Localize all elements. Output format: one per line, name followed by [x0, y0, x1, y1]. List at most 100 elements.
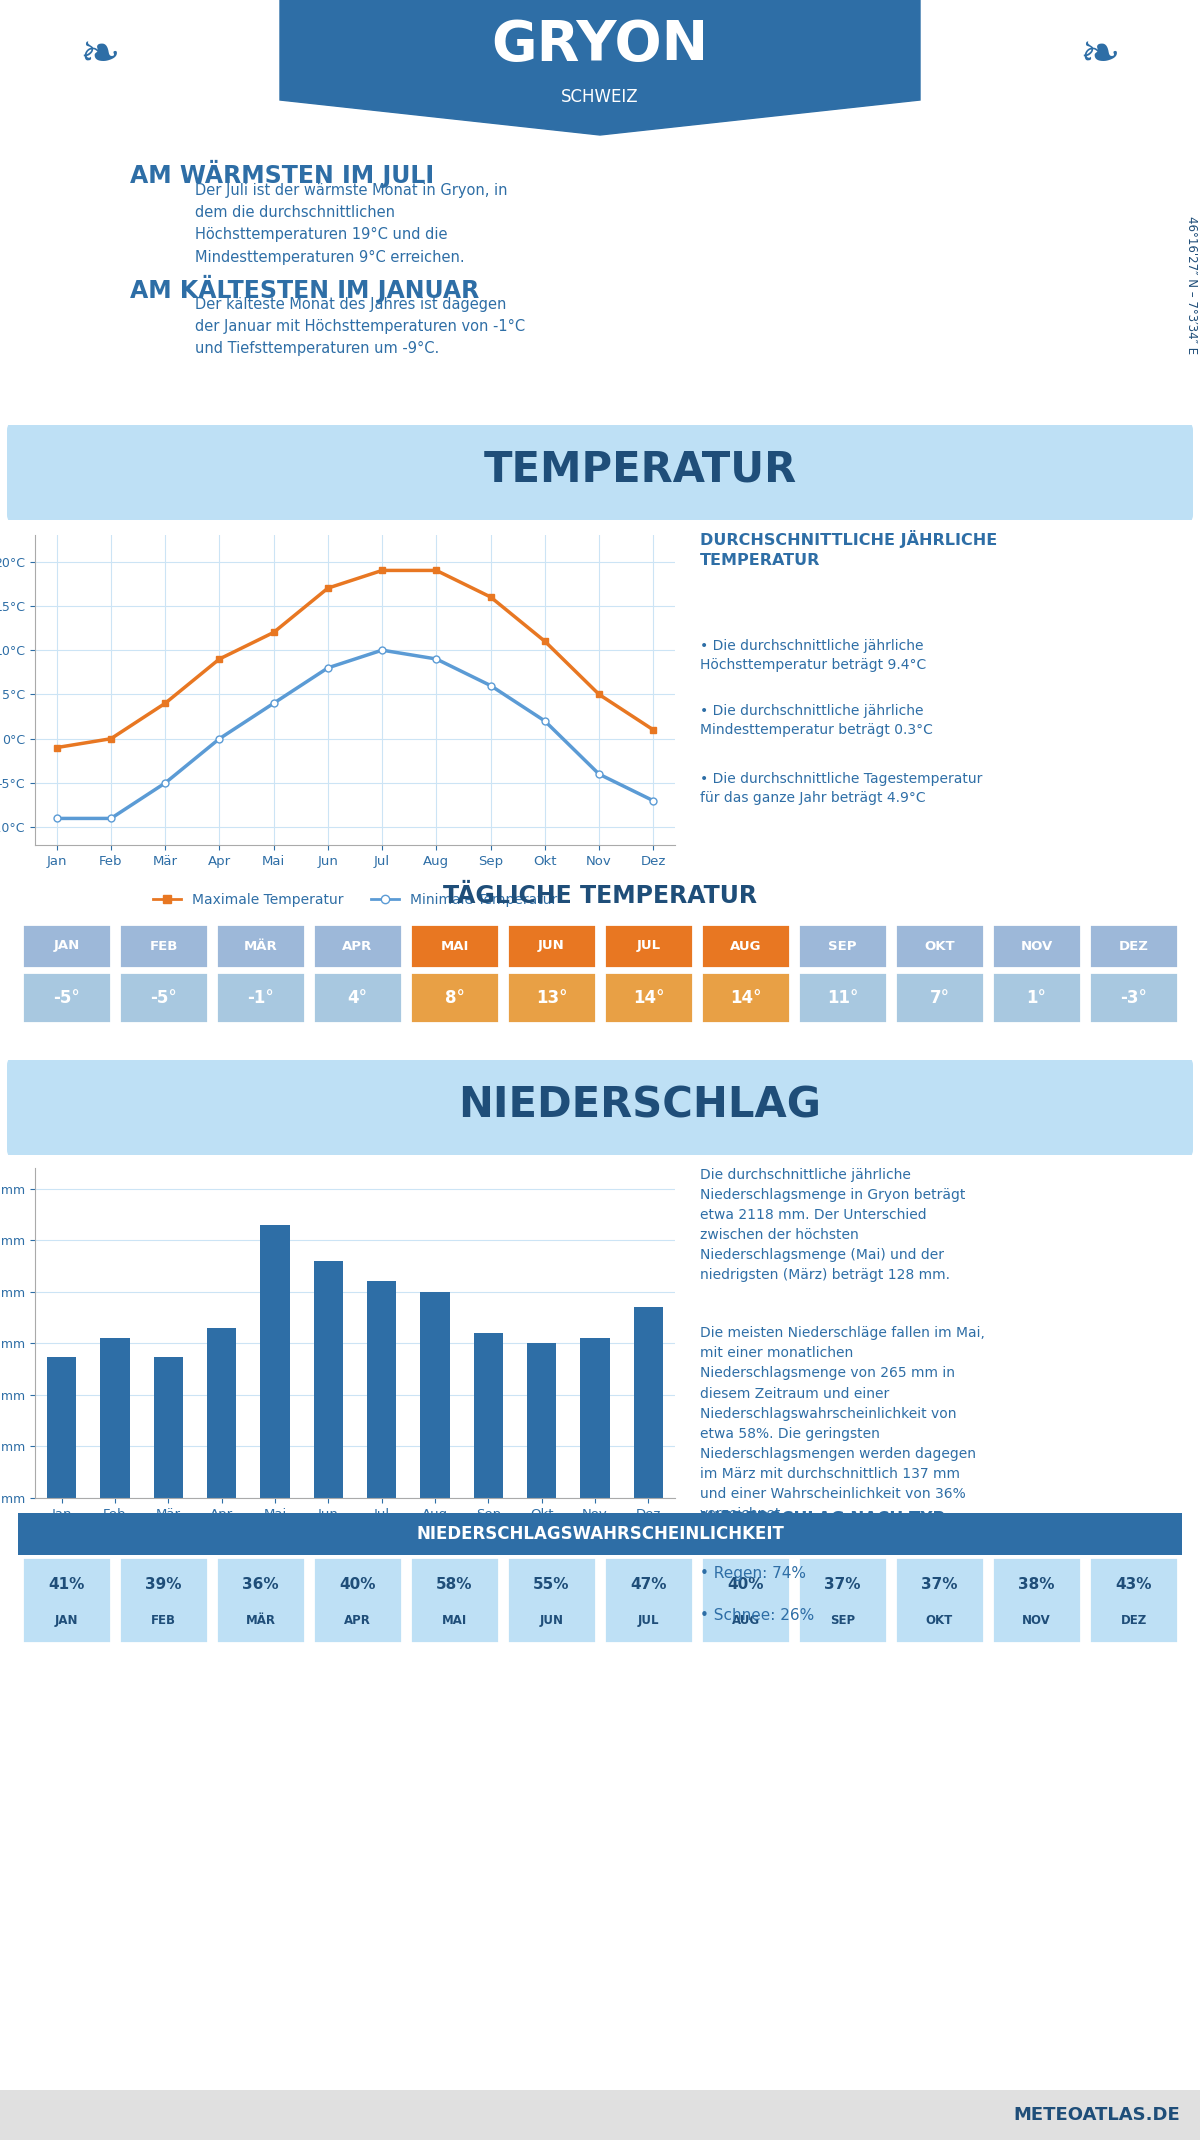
Text: APR: APR — [344, 1614, 371, 1626]
FancyBboxPatch shape — [506, 924, 596, 967]
Text: JUL: JUL — [637, 1614, 659, 1626]
Bar — [313, 1260, 343, 1498]
FancyBboxPatch shape — [216, 1556, 305, 1644]
Text: Der kälteste Monat des Jahres ist dagegen
der Januar mit Höchsttemperaturen von : Der kälteste Monat des Jahres ist dagege… — [194, 297, 526, 357]
Bar — [420, 1293, 450, 1498]
FancyBboxPatch shape — [506, 1556, 596, 1644]
FancyBboxPatch shape — [604, 924, 694, 967]
FancyBboxPatch shape — [216, 972, 305, 1023]
Text: METEOATLAS.DE: METEOATLAS.DE — [1013, 2106, 1180, 2125]
Text: 14°: 14° — [632, 989, 665, 1006]
Text: 7°: 7° — [930, 989, 949, 1006]
Text: NOV: NOV — [1022, 1614, 1051, 1626]
FancyBboxPatch shape — [506, 972, 596, 1023]
Bar — [101, 1338, 130, 1498]
Legend: Niederschlagssumme: Niederschlagssumme — [256, 1526, 455, 1552]
FancyBboxPatch shape — [410, 924, 499, 967]
Bar — [154, 1357, 182, 1498]
Legend: Maximale Temperatur, Minimale Temperatur: Maximale Temperatur, Minimale Temperatur — [148, 888, 563, 912]
Text: AUG: AUG — [732, 1614, 760, 1626]
Text: -5°: -5° — [53, 989, 80, 1006]
Bar — [260, 1224, 289, 1498]
Text: 39%: 39% — [145, 1577, 181, 1592]
Text: -1°: -1° — [247, 989, 274, 1006]
Bar — [474, 1333, 503, 1498]
Bar — [206, 1327, 236, 1498]
Text: 55%: 55% — [533, 1577, 570, 1592]
Text: Der Juli ist der wärmste Monat in Gryon, in
dem die durchschnittlichen
Höchsttem: Der Juli ist der wärmste Monat in Gryon,… — [194, 184, 508, 265]
FancyBboxPatch shape — [1088, 924, 1178, 967]
Text: • Die durchschnittliche jährliche
Mindesttemperatur beträgt 0.3°C: • Die durchschnittliche jährliche Mindes… — [700, 704, 932, 736]
FancyBboxPatch shape — [410, 972, 499, 1023]
FancyBboxPatch shape — [7, 1057, 1193, 1158]
Text: 40%: 40% — [340, 1577, 376, 1592]
FancyBboxPatch shape — [604, 1556, 694, 1644]
Text: JAN: JAN — [55, 1614, 78, 1626]
FancyBboxPatch shape — [1088, 1556, 1178, 1644]
Text: • Schnee: 26%: • Schnee: 26% — [700, 1607, 815, 1622]
FancyBboxPatch shape — [119, 1556, 208, 1644]
Text: OKT: OKT — [926, 1614, 953, 1626]
FancyBboxPatch shape — [7, 422, 1193, 522]
FancyBboxPatch shape — [22, 1556, 112, 1644]
Text: 1°: 1° — [1026, 989, 1046, 1006]
Text: 36%: 36% — [242, 1577, 278, 1592]
FancyBboxPatch shape — [798, 972, 887, 1023]
Text: Die meisten Niederschläge fallen im Mai,
mit einer monatlichen
Niederschlagsmeng: Die meisten Niederschläge fallen im Mai,… — [700, 1327, 985, 1522]
Text: GRYON: GRYON — [492, 17, 708, 73]
Text: -5°: -5° — [150, 989, 176, 1006]
FancyBboxPatch shape — [410, 1556, 499, 1644]
Text: AM KÄLTESTEN IM JANUAR: AM KÄLTESTEN IM JANUAR — [130, 276, 479, 304]
FancyBboxPatch shape — [895, 924, 984, 967]
Text: DEZ: DEZ — [1118, 939, 1148, 952]
Text: • Die durchschnittliche jährliche
Höchsttemperatur beträgt 9.4°C: • Die durchschnittliche jährliche Höchst… — [700, 638, 926, 672]
Text: 43%: 43% — [1115, 1577, 1152, 1592]
Polygon shape — [280, 0, 920, 135]
Text: 8°: 8° — [444, 989, 464, 1006]
Text: 46°16'27″ N – 7°3′34″ E: 46°16'27″ N – 7°3′34″ E — [1186, 216, 1198, 353]
FancyBboxPatch shape — [18, 1513, 1182, 1556]
Text: 38%: 38% — [1019, 1577, 1055, 1592]
FancyBboxPatch shape — [604, 972, 694, 1023]
Text: 13°: 13° — [535, 989, 568, 1006]
FancyBboxPatch shape — [1088, 972, 1178, 1023]
Text: APR: APR — [342, 939, 373, 952]
Text: MÄR: MÄR — [246, 1614, 276, 1626]
Text: MAI: MAI — [442, 1614, 467, 1626]
Text: FEB: FEB — [151, 1614, 176, 1626]
FancyBboxPatch shape — [119, 924, 208, 967]
FancyBboxPatch shape — [22, 924, 112, 967]
FancyBboxPatch shape — [0, 2091, 1200, 2140]
Text: -3°: -3° — [1120, 989, 1147, 1006]
Text: NIEDERSCHLAG: NIEDERSCHLAG — [458, 1085, 822, 1126]
Text: 11°: 11° — [827, 989, 858, 1006]
FancyBboxPatch shape — [313, 1556, 402, 1644]
FancyBboxPatch shape — [701, 972, 790, 1023]
Text: 47%: 47% — [630, 1577, 667, 1592]
Text: 58%: 58% — [437, 1577, 473, 1592]
FancyBboxPatch shape — [313, 972, 402, 1023]
Text: 4°: 4° — [348, 989, 367, 1006]
FancyBboxPatch shape — [992, 1556, 1081, 1644]
Text: SEP: SEP — [830, 1614, 856, 1626]
Text: OKT: OKT — [924, 939, 955, 952]
FancyBboxPatch shape — [798, 924, 887, 967]
Text: DURCHSCHNITTLICHE JÄHRLICHE
TEMPERATUR: DURCHSCHNITTLICHE JÄHRLICHE TEMPERATUR — [700, 531, 997, 567]
Text: ❧: ❧ — [79, 30, 120, 79]
Text: AM WÄRMSTEN IM JULI: AM WÄRMSTEN IM JULI — [130, 160, 434, 188]
FancyBboxPatch shape — [895, 972, 984, 1023]
Text: AUG: AUG — [730, 939, 761, 952]
Text: FEB: FEB — [149, 939, 178, 952]
Text: TEMPERATUR: TEMPERATUR — [484, 449, 797, 490]
FancyBboxPatch shape — [119, 972, 208, 1023]
Bar — [634, 1308, 662, 1498]
Bar — [581, 1338, 610, 1498]
Text: 40%: 40% — [727, 1577, 763, 1592]
Text: SCHWEIZ: SCHWEIZ — [562, 88, 638, 107]
Text: JUN: JUN — [540, 1614, 564, 1626]
Text: 41%: 41% — [48, 1577, 85, 1592]
Text: • Regen: 74%: • Regen: 74% — [700, 1566, 806, 1581]
Text: 37%: 37% — [824, 1577, 860, 1592]
FancyBboxPatch shape — [701, 924, 790, 967]
Text: MÄR: MÄR — [244, 939, 277, 952]
